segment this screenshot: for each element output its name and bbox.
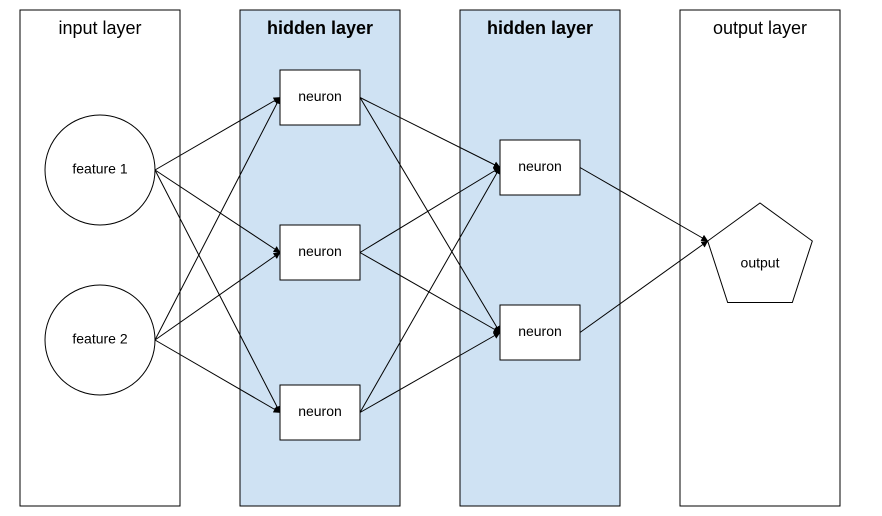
- layer-rect: [460, 10, 620, 506]
- node-label: feature 2: [72, 331, 127, 347]
- layer-title: output layer: [713, 18, 807, 38]
- node-f2: feature 2: [45, 285, 155, 395]
- node-label: neuron: [298, 403, 342, 419]
- node-label: output: [741, 255, 780, 271]
- node-label: feature 1: [72, 161, 127, 177]
- node-h1a: neuron: [280, 70, 360, 125]
- node-h1b: neuron: [280, 225, 360, 280]
- layer-title: hidden layer: [487, 18, 593, 38]
- node-h2a: neuron: [500, 140, 580, 195]
- node-label: neuron: [298, 243, 342, 259]
- layer-input: input layer: [20, 10, 180, 506]
- node-label: neuron: [518, 323, 562, 339]
- layer-title: hidden layer: [267, 18, 373, 38]
- node-f1: feature 1: [45, 115, 155, 225]
- node-label: neuron: [518, 158, 562, 174]
- node-label: neuron: [298, 88, 342, 104]
- layer-hidden2: hidden layer: [460, 10, 620, 506]
- neural-network-diagram: input layer hidden layer hidden layer outpu…: [0, 0, 882, 516]
- node-h1c: neuron: [280, 385, 360, 440]
- edges-group: [155, 98, 708, 413]
- layer-title: input layer: [58, 18, 141, 38]
- node-h2b: neuron: [500, 305, 580, 360]
- layer-rect: [20, 10, 180, 506]
